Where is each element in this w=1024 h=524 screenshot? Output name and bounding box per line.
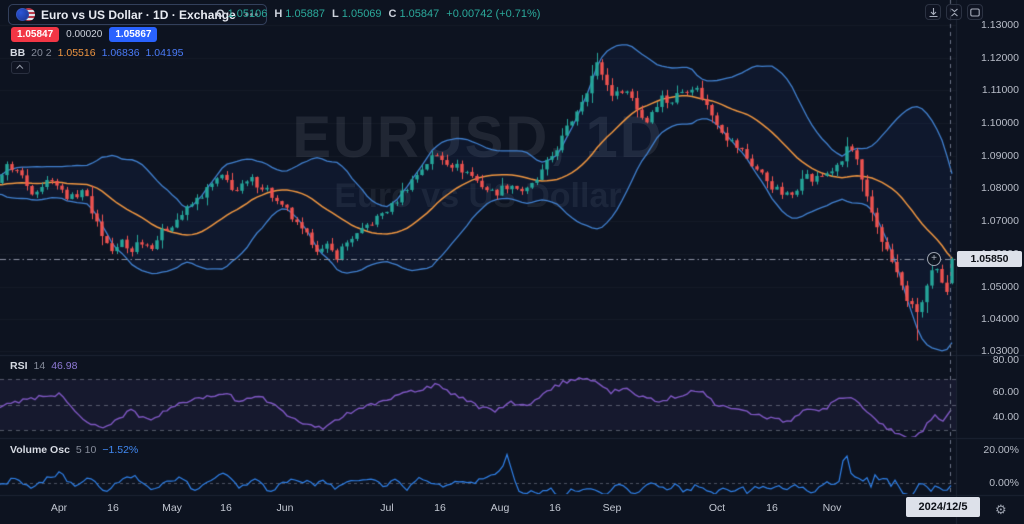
bb-lower-value: 1.04195	[145, 47, 184, 59]
chart-toolbar	[925, 4, 983, 20]
add-alert-plus-icon[interactable]: +	[927, 252, 941, 266]
spread-value: 0.00020	[66, 29, 103, 40]
crosshair-price-tag: 1.05850	[957, 251, 1022, 267]
time-axis-label: Apr	[50, 502, 68, 514]
time-axis-label: Aug	[490, 502, 510, 514]
sell-button[interactable]: 1.05847	[11, 27, 60, 42]
price-axis-label: 1.04000	[981, 313, 1019, 325]
collapse-icon	[950, 8, 958, 16]
price-axis-label: 1.11000	[981, 84, 1019, 96]
low-value: 1.05069	[341, 8, 382, 20]
price-axis-label: 1.03000	[981, 345, 1019, 357]
time-axis-label: 16	[434, 502, 446, 514]
vol-axis-label: 20.00%	[983, 444, 1019, 456]
rsi-axis-label: 60.00	[992, 386, 1019, 398]
price-axis-label: 1.12000	[981, 52, 1019, 64]
volume-osc-name: Volume Osc	[10, 444, 70, 456]
price-axis-label: 1.07000	[981, 215, 1019, 227]
close-value: 1.05847	[399, 8, 440, 20]
time-axis-label: Sep	[602, 502, 622, 514]
volume-osc-value: −1.52%	[102, 444, 139, 456]
change-value: +0.00742 (+0.71%)	[446, 8, 541, 20]
time-axis-label: Oct	[708, 502, 726, 514]
buy-button[interactable]: 1.05867	[109, 27, 158, 42]
rsi-value: 46.98	[51, 360, 78, 372]
open-value: 1.05106	[227, 8, 268, 20]
camera-icon	[970, 7, 980, 17]
crosshair-date-tag: 2024/12/5	[906, 497, 980, 517]
low-label: L	[332, 8, 339, 20]
vol-axis-label: 0.00%	[989, 477, 1019, 489]
time-axis-label: Jul	[380, 502, 394, 514]
time-axis-label: 16	[220, 502, 232, 514]
price-axis-label: 1.13000	[981, 19, 1019, 31]
chevron-up-icon	[16, 64, 24, 72]
open-label: O	[216, 8, 225, 20]
time-axis[interactable]: Apr 16 May 16 Jun Jul 16 Aug 16 Sep Oct 16 Nov	[0, 495, 1024, 524]
bb-name: BB	[10, 47, 26, 59]
high-value: 1.05887	[285, 8, 326, 20]
time-axis-label: 16	[766, 502, 778, 514]
bb-params: 20 2	[31, 47, 52, 59]
volume-osc-params: 5 10	[75, 444, 97, 456]
rsi-name: RSI	[10, 360, 28, 372]
price-axis-label: 1.10000	[981, 117, 1019, 129]
price-axis-label: 1.05000	[981, 281, 1019, 293]
arrow-down-icon	[929, 7, 937, 17]
rsi-axis-label: 40.00	[992, 411, 1019, 423]
high-label: H	[274, 8, 283, 20]
bb-legend[interactable]: BB 20 2 1.05516 1.06836 1.04195	[10, 47, 184, 59]
ohlc-readout: O 1.05106 H 1.05887 L 1.05069 C 1.05847 …	[216, 8, 540, 20]
price-axis[interactable]: 1.13000 1.12000 1.11000 1.10000 1.09000 1.080…	[956, 0, 1024, 495]
time-axis-label: 16	[549, 502, 561, 514]
symbol-title: Euro vs US Dollar · 1D · Exchange	[41, 7, 236, 22]
collapse-legend-button[interactable]	[11, 61, 30, 74]
collapse-button[interactable]	[946, 4, 962, 20]
bb-upper-value: 1.06836	[101, 47, 140, 59]
close-label: C	[388, 8, 397, 20]
currency-pair-icon	[16, 7, 35, 22]
bb-basis-value: 1.05516	[57, 47, 96, 59]
rsi-legend[interactable]: RSI 14 46.98	[10, 360, 77, 372]
time-axis-label: 16	[107, 502, 119, 514]
price-axis-label: 1.09000	[981, 150, 1019, 162]
price-axis-label: 1.08000	[981, 182, 1019, 194]
download-button[interactable]	[925, 4, 941, 20]
axis-settings-gear-icon[interactable]: ⚙	[995, 502, 1007, 517]
bid-ask-panel: 1.05847 0.00020 1.05867	[11, 27, 158, 42]
symbol-menu-icon[interactable]: •••	[244, 8, 260, 21]
volume-osc-legend[interactable]: Volume Osc 5 10 −1.52%	[10, 444, 138, 456]
rsi-axis-label: 80.00	[992, 354, 1019, 366]
time-axis-label: Jun	[276, 502, 294, 514]
screenshot-button[interactable]	[967, 4, 983, 20]
time-axis-label: May	[162, 502, 182, 514]
symbol-button[interactable]: Euro vs US Dollar · 1D · Exchange •••	[8, 4, 268, 25]
time-axis-label: Nov	[822, 502, 842, 514]
rsi-params: 14	[33, 360, 46, 372]
